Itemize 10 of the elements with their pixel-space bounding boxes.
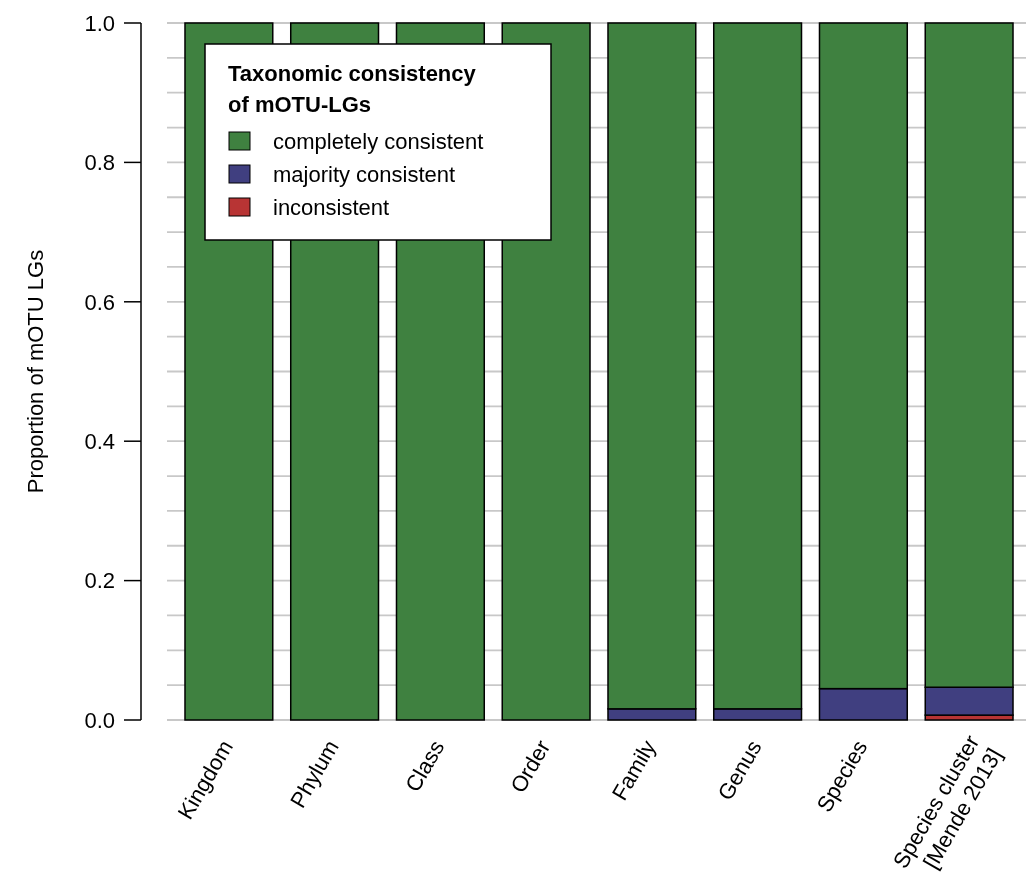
legend-label: inconsistent bbox=[273, 194, 390, 220]
y-tick-label: 0.8 bbox=[84, 150, 115, 176]
y-tick-label: 0.4 bbox=[84, 428, 115, 454]
y-axis-title: Proportion of mOTU LGs bbox=[22, 249, 48, 494]
y-tick-label: 0.2 bbox=[84, 568, 115, 594]
legend-label: completely consistent bbox=[273, 128, 484, 154]
y-tick-label: 0.0 bbox=[84, 707, 115, 733]
y-tick-label: 1.0 bbox=[84, 10, 115, 36]
legend-label: majority consistent bbox=[273, 161, 456, 187]
y-tick-label: 0.6 bbox=[84, 289, 115, 315]
